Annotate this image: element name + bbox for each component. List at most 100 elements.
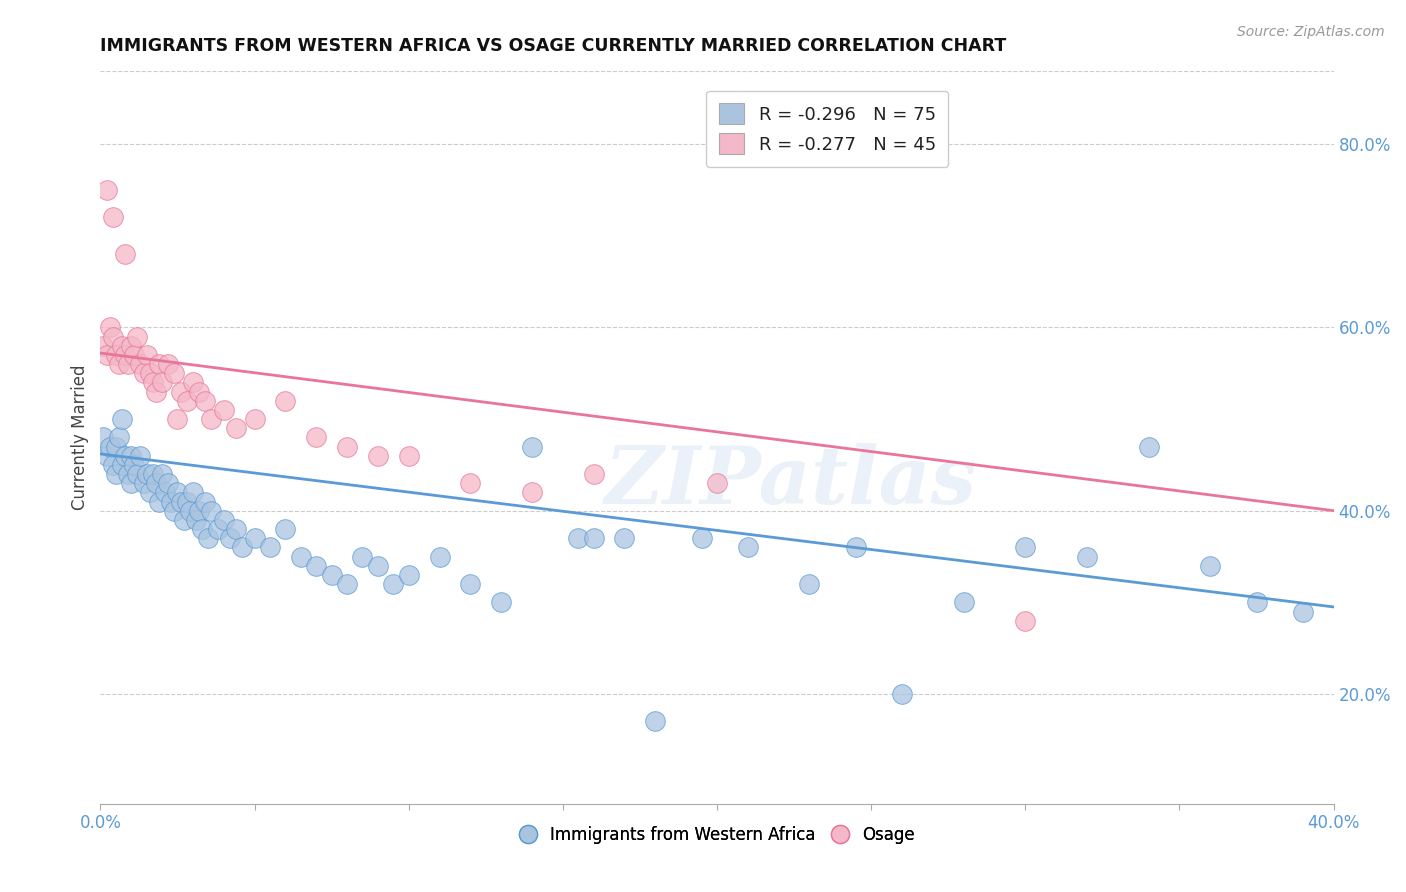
Text: IMMIGRANTS FROM WESTERN AFRICA VS OSAGE CURRENTLY MARRIED CORRELATION CHART: IMMIGRANTS FROM WESTERN AFRICA VS OSAGE … (100, 37, 1007, 55)
Point (200, 412, 222, 426)
Point (160, 494, 183, 508)
Point (173, 513, 195, 527)
Point (111, 458, 134, 472)
Point (179, 504, 201, 518)
Point (157, 357, 180, 371)
Point (398, 449, 420, 463)
Point (153, 485, 176, 500)
Point (274, 522, 297, 536)
Point (111, 412, 134, 426)
Point (111, 339, 134, 353)
Point (352, 549, 374, 564)
Point (93, 430, 115, 444)
Point (225, 522, 247, 536)
Point (799, 577, 821, 591)
Point (132, 476, 155, 491)
Point (169, 494, 191, 508)
Point (891, 687, 914, 701)
Point (1014, 614, 1036, 628)
Point (188, 504, 211, 518)
Point (150, 467, 173, 481)
Point (367, 558, 389, 573)
Point (145, 476, 167, 491)
Point (1076, 549, 1098, 564)
Point (166, 485, 188, 500)
Point (96, 183, 118, 197)
Point (1014, 541, 1036, 555)
Point (129, 357, 152, 371)
Point (231, 541, 253, 555)
Point (104, 440, 127, 454)
Point (737, 541, 759, 555)
Text: ZIPatlas: ZIPatlas (605, 442, 977, 520)
Point (367, 449, 389, 463)
Legend: Immigrants from Western Africa, Osage: Immigrants from Western Africa, Osage (513, 820, 921, 851)
Point (225, 421, 247, 435)
Point (96, 449, 118, 463)
Point (122, 348, 145, 362)
Point (169, 384, 191, 399)
Point (132, 366, 155, 380)
Point (952, 595, 974, 609)
Point (114, 348, 136, 362)
Text: Source: ZipAtlas.com: Source: ZipAtlas.com (1237, 25, 1385, 39)
Point (120, 339, 142, 353)
Point (382, 577, 405, 591)
Point (243, 412, 266, 426)
Point (114, 247, 136, 261)
Point (142, 467, 165, 481)
Point (398, 567, 420, 582)
Y-axis label: Currently Married: Currently Married (72, 365, 89, 510)
Point (305, 430, 328, 444)
Point (120, 476, 142, 491)
Point (207, 522, 229, 536)
Point (321, 567, 343, 582)
Point (117, 467, 139, 481)
Point (101, 458, 124, 472)
Point (200, 504, 222, 518)
Point (845, 541, 868, 555)
Point (489, 595, 512, 609)
Point (184, 513, 207, 527)
Point (142, 376, 165, 390)
Point (690, 531, 713, 545)
Point (520, 440, 543, 454)
Point (150, 376, 173, 390)
Point (181, 485, 204, 500)
Point (127, 329, 149, 343)
Point (212, 513, 235, 527)
Point (706, 476, 728, 491)
Point (290, 549, 312, 564)
Point (336, 440, 359, 454)
Point (613, 531, 636, 545)
Point (101, 211, 124, 225)
Point (157, 476, 180, 491)
Point (135, 467, 157, 481)
Point (108, 357, 131, 371)
Point (1292, 605, 1315, 619)
Point (148, 357, 170, 371)
Point (93, 339, 115, 353)
Point (120, 449, 142, 463)
Point (122, 458, 145, 472)
Point (166, 412, 188, 426)
Point (582, 531, 605, 545)
Point (188, 384, 211, 399)
Point (135, 348, 157, 362)
Point (520, 485, 543, 500)
Point (197, 531, 219, 545)
Point (1137, 440, 1160, 454)
Point (582, 467, 605, 481)
Point (194, 393, 217, 408)
Point (644, 714, 666, 729)
Point (96, 348, 118, 362)
Point (148, 494, 170, 508)
Point (218, 531, 240, 545)
Point (176, 393, 198, 408)
Point (194, 494, 217, 508)
Point (104, 467, 127, 481)
Point (127, 467, 149, 481)
Point (98, 440, 121, 454)
Point (1199, 558, 1222, 573)
Point (336, 577, 359, 591)
